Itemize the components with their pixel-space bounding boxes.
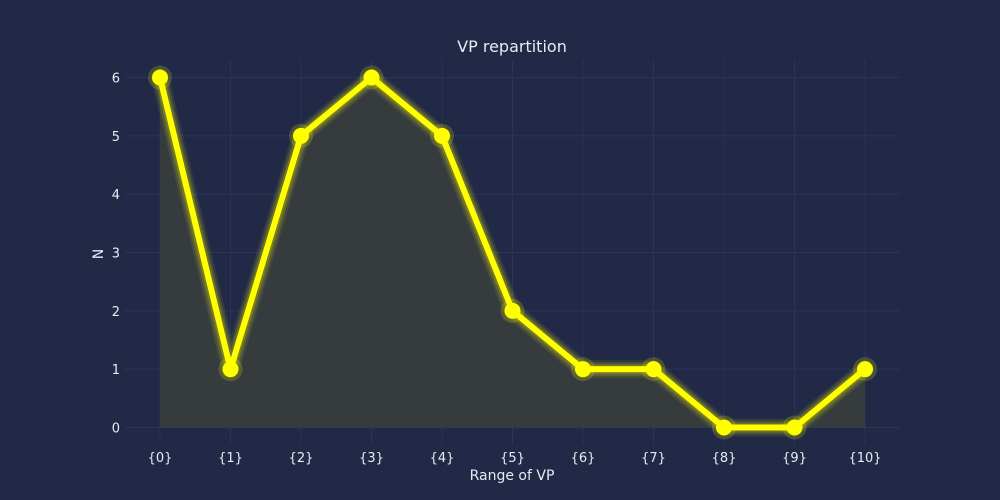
y-tick-label: 5: [112, 130, 120, 145]
x-tick-label: {1}: [218, 451, 243, 466]
data-point: [293, 127, 309, 144]
data-point: [504, 302, 521, 319]
y-tick-label: 1: [112, 363, 120, 378]
data-point: [716, 419, 732, 436]
area-polygon: [160, 77, 865, 428]
x-tick-label: {10}: [848, 451, 881, 466]
data-point: [575, 361, 591, 378]
data-point: [857, 361, 873, 378]
x-tick-label: {8}: [712, 451, 737, 466]
x-axis-ticks: {0} {1} {2} {3} {4} {5} {6} {7} {8} {9} {10}: [148, 451, 882, 466]
chart-title: VP repartition: [457, 37, 567, 56]
x-tick-label: {4}: [430, 451, 455, 466]
x-tick-label: {2}: [289, 451, 314, 466]
data-point: [152, 69, 168, 86]
y-axis-ticks: 0 1 2 3 4 5 6: [112, 72, 120, 437]
data-point: [363, 69, 380, 86]
data-point: [645, 361, 662, 378]
x-axis-label: Range of VP: [470, 468, 555, 484]
y-tick-label: 0: [112, 422, 120, 437]
data-point: [222, 361, 239, 378]
y-tick-label: 2: [112, 305, 120, 320]
x-tick-label: {6}: [571, 451, 596, 466]
data-point: [434, 127, 450, 144]
series-points: [148, 65, 877, 440]
data-point: [786, 419, 803, 436]
y-tick-label: 3: [112, 247, 120, 262]
x-tick-label: {9}: [782, 451, 807, 466]
y-tick-label: 4: [112, 188, 120, 203]
y-axis-label: N: [91, 249, 107, 259]
area-fill: [160, 77, 865, 428]
x-tick-label: {0}: [148, 451, 173, 466]
x-tick-label: {3}: [359, 451, 384, 466]
x-tick-label: {7}: [641, 451, 666, 466]
y-tick-label: 6: [112, 72, 120, 87]
x-tick-label: {5}: [500, 451, 525, 466]
